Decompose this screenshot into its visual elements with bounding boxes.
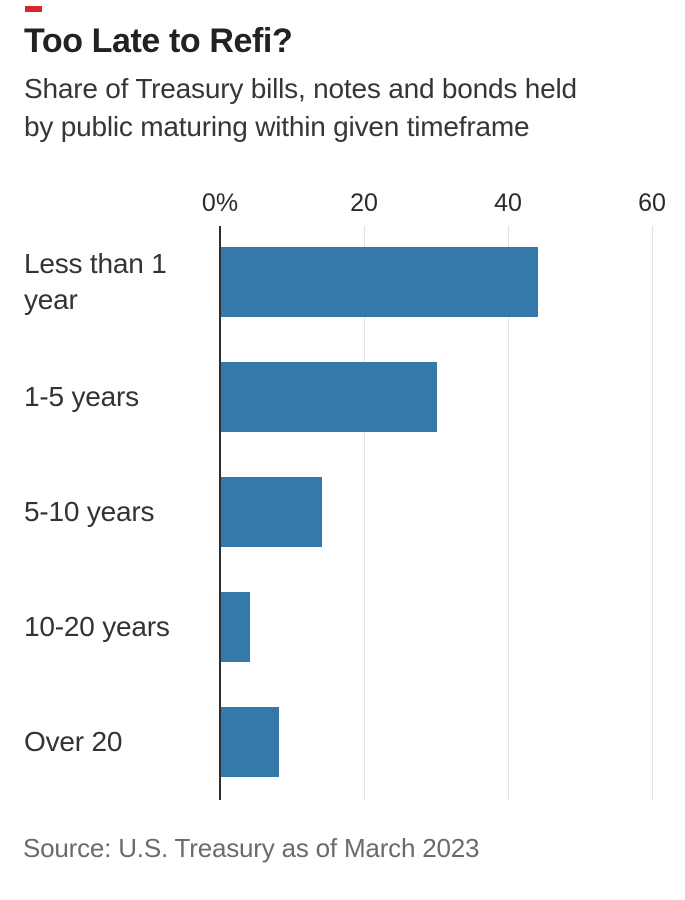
bar-over-20 [221,707,279,777]
chart-title: Too Late to Refi? [24,22,293,60]
gridline-20 [364,226,365,800]
source-note: Source: U.S. Treasury as of March 2023 [23,833,480,863]
category-label-10-20-years: 10-20 years [24,611,170,642]
chart-subtitle-line-1: Share of Treasury bills, notes and bonds… [24,73,577,104]
gridline-40 [508,226,509,800]
x-tick-label-40: 40 [494,189,522,217]
category-label-over-20: Over 20 [24,726,123,757]
x-tick-label-0: 0% [201,189,239,217]
chart-subtitle-line-2: by public maturing within given timefram… [24,111,530,142]
brand-accent-dash [25,6,42,12]
category-label-less-than-1-year: Less than 1 year [24,248,167,315]
bar-1-5-years [221,362,437,432]
category-label-1-5-years: 1-5 years [24,381,139,412]
bar-5-10-years [221,477,322,547]
bar-10-20-years [221,592,250,662]
bar-less-than-1-year [221,247,538,317]
x-tick-label-20: 20 [350,189,378,217]
y-axis-line [219,226,221,800]
gridline-60 [652,226,653,800]
category-label-5-10-years: 5-10 years [24,496,155,527]
chart-subtitle: Share of Treasury bills, notes and bonds… [24,70,577,146]
x-tick-label-60: 60 [638,189,666,217]
